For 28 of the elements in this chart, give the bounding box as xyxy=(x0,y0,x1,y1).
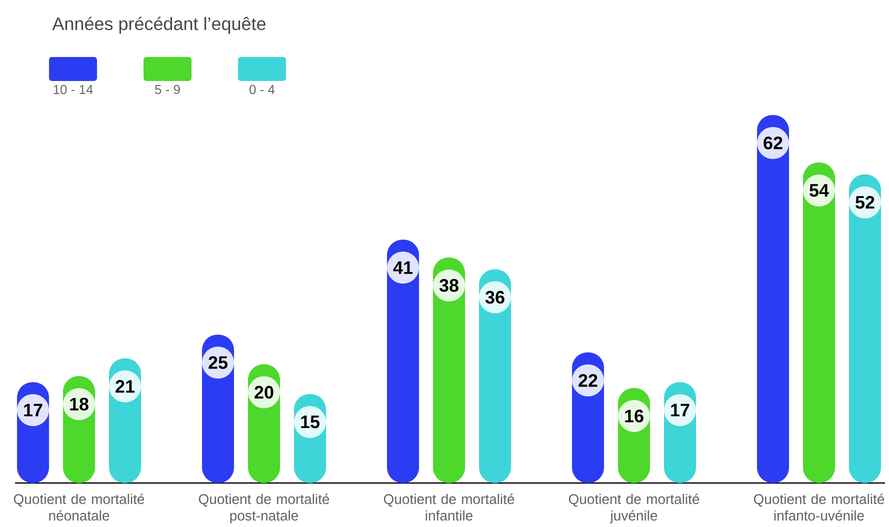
data-label: 36 xyxy=(485,290,504,304)
x-tick-label: Quotient de mortalité infantile xyxy=(384,494,514,521)
data-label: 20 xyxy=(254,386,274,399)
data-label: 15 xyxy=(301,416,320,428)
bar xyxy=(849,174,881,483)
data-label: 41 xyxy=(393,261,413,274)
data-label: 62 xyxy=(764,136,782,150)
x-tick-label: Quotient de mortalité néonatale xyxy=(14,494,144,521)
data-label: 17 xyxy=(671,404,690,416)
x-tick-label: Quotient de mortalité post-natale xyxy=(198,494,330,524)
data-label: 17 xyxy=(24,404,42,416)
data-label: 25 xyxy=(208,356,228,369)
data-label: 16 xyxy=(625,410,644,422)
data-label: 52 xyxy=(856,196,874,209)
bar xyxy=(387,240,420,483)
x-tick-label: Quotient de mortalité infanto-uvénile xyxy=(754,494,884,521)
legend-title: Années précédant l’equête xyxy=(52,16,266,34)
legend-label: 0 - 4 xyxy=(250,84,275,94)
data-label: 54 xyxy=(810,184,829,197)
data-label: 38 xyxy=(439,279,458,292)
data-label: 18 xyxy=(70,398,88,411)
bar xyxy=(757,114,790,483)
data-label: 22 xyxy=(578,374,598,387)
legend-label: 10 - 14 xyxy=(54,84,93,94)
bar xyxy=(803,162,836,483)
x-tick-label: Quotient de mortalité juvénile xyxy=(568,494,700,524)
legend-label: 5 - 9 xyxy=(155,84,180,94)
data-label: 21 xyxy=(116,380,135,393)
